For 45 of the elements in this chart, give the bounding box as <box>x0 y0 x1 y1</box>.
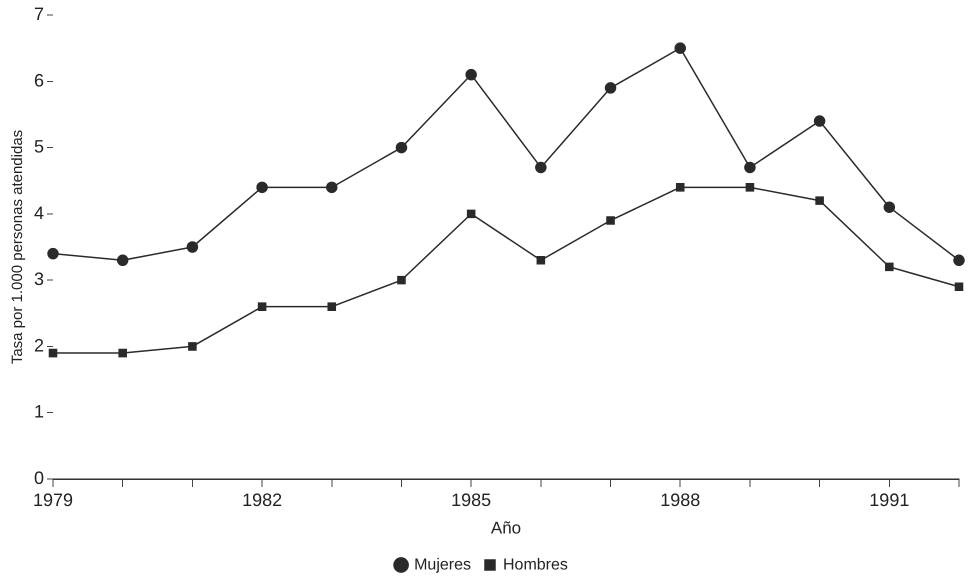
point <box>258 302 266 311</box>
point <box>397 276 406 284</box>
point <box>744 162 756 174</box>
x-tick-label: 1982 <box>242 490 282 510</box>
point <box>118 348 127 358</box>
point <box>814 115 826 127</box>
x-tick-label: 1988 <box>660 490 700 510</box>
point <box>604 82 616 94</box>
y-tick-label: 7 <box>34 4 44 24</box>
point <box>676 183 685 192</box>
x-tick-label: 1991 <box>869 490 910 510</box>
legend-label: Mujeres <box>414 556 471 574</box>
legend-label: Hombres <box>503 556 568 574</box>
point <box>535 162 547 174</box>
point <box>48 348 58 358</box>
y-tick-label: 6 <box>34 70 44 90</box>
point <box>746 183 754 192</box>
point <box>256 182 268 194</box>
point <box>606 216 615 225</box>
point <box>396 142 408 154</box>
y-tick-label: 5 <box>34 136 44 157</box>
x-tick-label: 1979 <box>32 490 74 510</box>
point <box>884 201 896 213</box>
point <box>953 254 965 266</box>
point <box>186 241 198 253</box>
point <box>674 42 686 54</box>
point <box>885 262 894 272</box>
point <box>326 182 338 194</box>
point <box>47 248 59 260</box>
x-tick-label: 1985 <box>451 490 492 510</box>
point <box>465 68 477 80</box>
y-axis-title: Tasa por 1.000 personas atendidas <box>9 130 26 364</box>
point <box>116 254 128 266</box>
point <box>815 196 824 205</box>
point <box>466 210 476 218</box>
x-axis-title: Año <box>490 518 522 538</box>
point <box>327 302 336 311</box>
y-tick-label: 1 <box>34 402 44 422</box>
point <box>188 342 197 351</box>
point <box>954 282 964 292</box>
y-tick-label: 2 <box>34 335 44 356</box>
y-tick-label: 4 <box>34 202 44 223</box>
y-tick-label: 0 <box>34 468 44 488</box>
point <box>536 256 546 265</box>
y-tick-label: 3 <box>34 269 44 290</box>
